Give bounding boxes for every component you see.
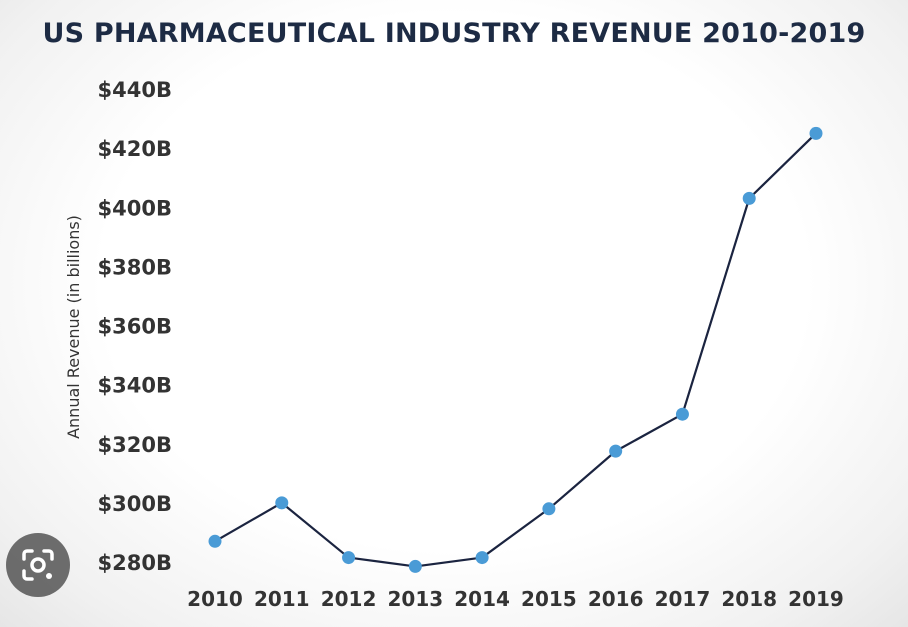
x-tick-label: 2014 [454,587,510,611]
image-search-button[interactable] [6,533,70,597]
data-point-2014 [475,551,489,565]
series-line [214,132,817,568]
x-tick-label: 2011 [254,587,310,611]
data-point-2016 [609,444,623,458]
y-tick-label: $320B [98,433,172,457]
y-tick-label: $400B [98,196,172,220]
x-tick-label: 2015 [521,587,577,611]
y-axis-label: Annual Revenue (in billions) [64,215,83,439]
y-axis-ticks: $280B $300B $320B $340B $360B $380B $400B $420B… [98,78,172,575]
camera-lens-icon [22,549,54,581]
revenue-series [208,126,823,573]
x-tick-label: 2013 [387,587,443,611]
data-point-2017 [675,407,689,421]
y-tick-label: $300B [98,492,172,516]
x-tick-label: 2010 [187,587,243,611]
y-tick-label: $340B [98,374,172,398]
x-tick-label: 2017 [655,587,711,611]
data-point-2012 [342,551,356,565]
chart-title: US PHARMACEUTICAL INDUSTRY REVENUE 2010-… [42,18,866,49]
y-tick-label: $280B [98,551,172,575]
x-tick-label: 2016 [588,587,644,611]
data-point-2011 [275,496,289,510]
x-tick-label: 2012 [321,587,377,611]
y-tick-label: $420B [98,137,172,161]
data-point-2010 [208,534,222,548]
data-point-2019 [809,126,823,140]
data-point-2018 [742,191,756,205]
x-tick-label: 2018 [721,587,777,611]
data-point-2013 [408,559,422,573]
y-tick-label: $360B [98,315,172,339]
x-axis-ticks: 2010 2011 2012 2013 2014 2015 2016 2017 2018 2019 [187,587,844,611]
data-point-2015 [542,502,556,516]
y-tick-label: $440B [98,78,172,102]
y-tick-label: $380B [98,255,172,279]
x-tick-label: 2019 [788,587,844,611]
